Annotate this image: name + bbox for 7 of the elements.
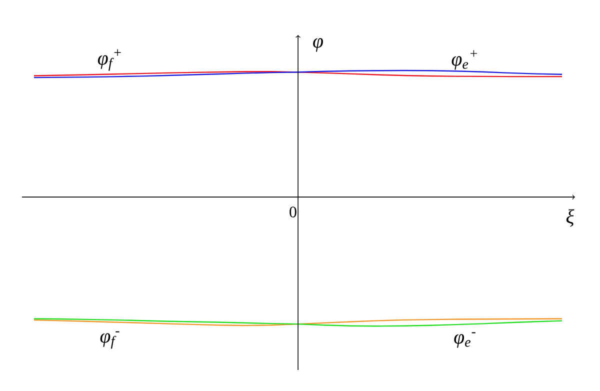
annotation: φ$_{e}$+ (452, 50, 477, 70)
x-axis-title: ξ (566, 209, 574, 227)
annotation: φ$_{f}$+ (98, 49, 121, 71)
y-axis-title: φ (313, 38, 323, 52)
text: φ$_{f}$- (100, 331, 120, 349)
annotation: 0 (290, 206, 296, 218)
text: φ$_{e}$- (454, 332, 476, 348)
